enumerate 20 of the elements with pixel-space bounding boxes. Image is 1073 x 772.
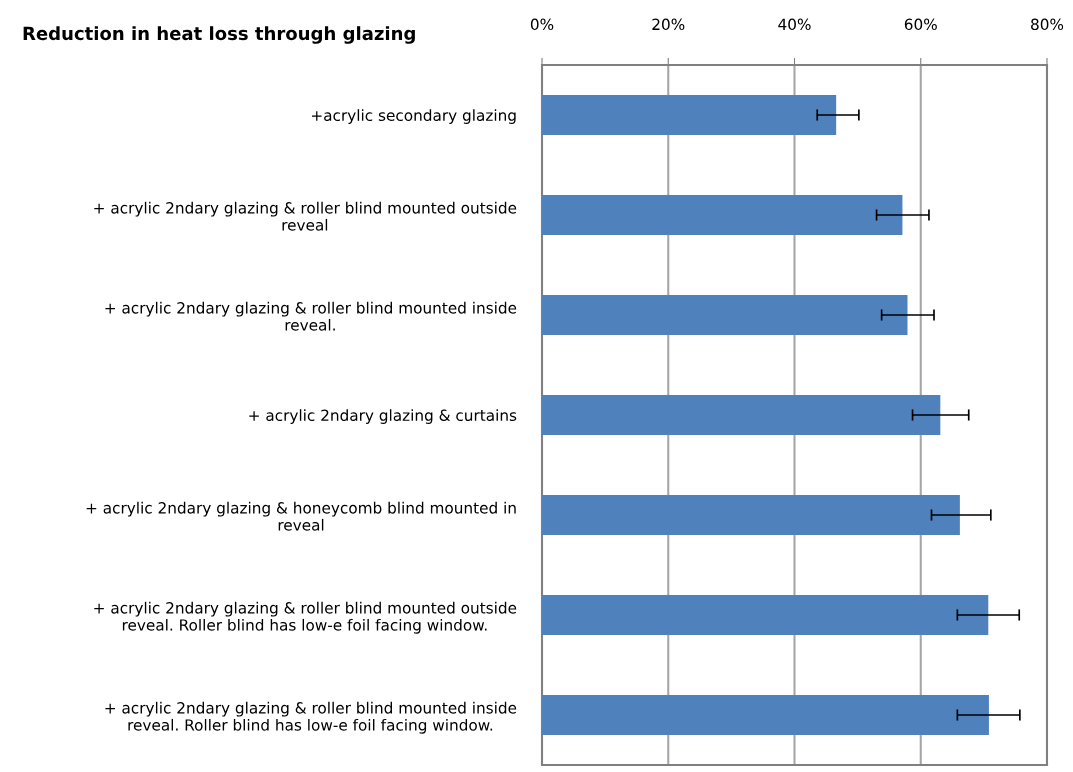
y-tick-label: + acrylic 2ndary glazing & roller blind mounted outside reveal bbox=[94, 201, 517, 231]
x-tick-label: 20% bbox=[652, 18, 685, 31]
bar bbox=[542, 495, 960, 535]
bar bbox=[542, 195, 903, 235]
y-tick-label: + acrylic 2ndary glazing & roller blind mounted inside reveal. Roller blind has low-e foil facing window. bbox=[105, 701, 517, 734]
bar bbox=[542, 695, 989, 735]
y-tick-label: + acrylic 2ndary glazing & roller blind mounted inside reveal. bbox=[105, 301, 517, 331]
bar bbox=[542, 295, 908, 335]
bar bbox=[542, 395, 941, 435]
y-tick-label: +acrylic secondary glazing bbox=[312, 109, 516, 124]
y-tick-label: + acrylic 2ndary glazing & curtains bbox=[249, 409, 517, 424]
bar bbox=[542, 95, 837, 135]
x-tick-label: 40% bbox=[778, 18, 811, 31]
bar bbox=[542, 595, 989, 635]
x-tick-label: 80% bbox=[1031, 18, 1064, 31]
x-tick-label: 60% bbox=[904, 18, 937, 31]
x-tick-label: 0% bbox=[530, 18, 554, 31]
y-tick-label: + acrylic 2ndary glazing & honeycomb blind mounted in reveal bbox=[86, 501, 516, 531]
y-tick-label: + acrylic 2ndary glazing & roller blind mounted outside reveal. Roller blind has low-e foil facing window. bbox=[94, 601, 517, 634]
text: Reduction in heat loss through glazing bbox=[23, 26, 415, 44]
